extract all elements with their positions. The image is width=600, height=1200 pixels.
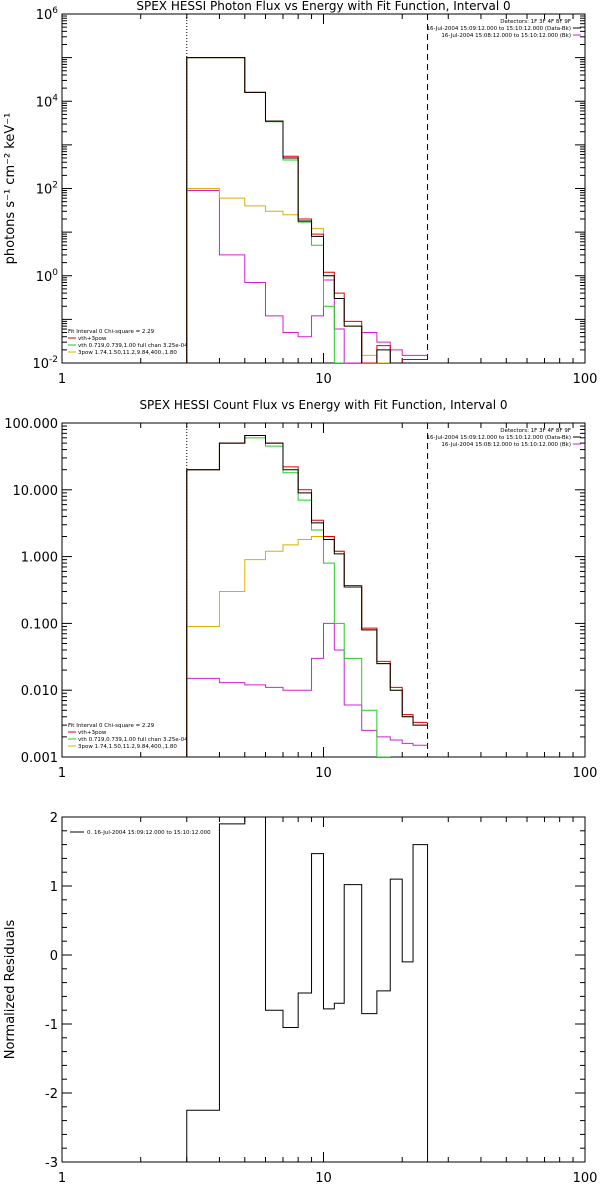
- legend-topright-line: Detectors: 1F 3F 4F 8F 9F: [500, 428, 571, 434]
- legend-bottomleft-line: vth+3pow: [78, 336, 107, 342]
- y-tick-label: -2: [45, 1087, 58, 1102]
- y-tick-label-base: 0: [50, 949, 58, 964]
- y-tick-label-base: 1.000: [21, 551, 58, 566]
- y-tick-label-exp: 0: [52, 268, 58, 278]
- legend-bottomleft-line: Fit Interval 0 Chi-square = 2.29: [68, 329, 155, 335]
- y-tick-label: 0.001: [21, 751, 58, 766]
- y-tick-label-base: -1: [45, 1018, 58, 1033]
- chart-panel-0: SPEX HESSI Photon Flux vs Energy with Fi…: [3, 0, 598, 387]
- y-tick-label: 1.000: [21, 551, 58, 566]
- y-tick-label: 104: [36, 93, 59, 110]
- y-tick-label: 106: [36, 6, 59, 23]
- series-red: [186, 434, 428, 757]
- y-tick-label: 100.000: [4, 417, 58, 432]
- y-tick-label: 10.000: [13, 484, 59, 499]
- y-tick-label: -3: [45, 1156, 58, 1171]
- y-tick-label-base: 0.010: [21, 684, 58, 699]
- x-tick-label: 10: [315, 766, 332, 781]
- legend-topleft-line: 0. 16-Jul-2004 15:09:12.000 to 15:10:12.…: [87, 830, 211, 836]
- y-tick-label: 0.100: [21, 617, 58, 632]
- series-magenta: [186, 622, 428, 757]
- y-tick-label-base: 10: [32, 357, 49, 372]
- chart-panel-2: 1 10 100 -3 -2 -1 0 1 2 Normalized Residuals 0. 16…: [3, 811, 597, 1186]
- y-tick-label: 10-2: [32, 355, 58, 372]
- x-tick-label: 1: [58, 372, 66, 387]
- y-tick-label-base: 10: [36, 8, 53, 23]
- y-tick-label-base: 10.000: [13, 484, 59, 499]
- y-tick-label-base: 2: [50, 811, 58, 826]
- legend-bottomleft-line: 3pow 1.74,1.50,11.2,9.84,400.,1.80: [78, 350, 177, 356]
- y-tick-label-exp: 6: [52, 6, 58, 16]
- y-tick-label: 102: [36, 181, 58, 198]
- y-tick-label: 0: [50, 949, 58, 964]
- legend-topright-line: 16-Jul-2004 15:08:12.000 to 15:10:12.000…: [441, 33, 571, 39]
- x-tick-label: 10: [315, 1171, 332, 1186]
- y-tick-label-exp: -2: [49, 355, 58, 365]
- x-tick-label: 1: [58, 1171, 66, 1186]
- series-yellow: [186, 188, 391, 363]
- legend-topright-line: 16-Jul-2004 15:09:12.000 to 15:10:12.000…: [427, 26, 572, 32]
- x-tick-label: 1: [58, 766, 66, 781]
- x-tick-label: 100: [573, 372, 598, 387]
- legend-bottomleft-line: 3pow 1.74,1.50,11.2,9.84,400.,1.80: [78, 744, 177, 750]
- y-tick-label-base: 10: [36, 95, 53, 110]
- series-red: [186, 57, 428, 363]
- y-tick-label-base: 10: [36, 183, 53, 198]
- legend-bottomleft-line: vth+3pow: [78, 730, 107, 736]
- series-magenta: [186, 189, 428, 363]
- legend-topright-line: Detectors: 1F 3F 4F 8F 9F: [500, 19, 571, 25]
- y-axis-label: Normalized Residuals: [3, 920, 18, 1060]
- legend-bottomleft-line: vth 0.719,0.739,1.00 full chan 3.25e-04: [78, 343, 188, 349]
- legend-bottomleft-line: vth 0.719,0.739,1.00 full chan 3.25e-04: [78, 737, 188, 743]
- y-tick-label-base: -3: [45, 1156, 58, 1171]
- chart-title: SPEX HESSI Photon Flux vs Energy with Fi…: [136, 0, 510, 13]
- series-green: [186, 57, 345, 363]
- y-tick-label: 2: [50, 811, 58, 826]
- y-tick-label: 100: [36, 268, 59, 285]
- plot-frame: [61, 422, 586, 758]
- y-tick-label-base: 10: [36, 270, 53, 285]
- x-tick-label: 10: [315, 372, 332, 387]
- series-yellow: [186, 535, 428, 757]
- y-axis-label: photons s⁻¹ cm⁻² keV⁻¹: [3, 113, 18, 265]
- chart-panel-1: SPEX HESSI Count Flux vs Energy with Fit…: [4, 398, 598, 781]
- y-tick-label-base: 1: [50, 880, 58, 895]
- legend-bottomleft-line: Fit Interval 0 Chi-square = 2.29: [68, 723, 155, 729]
- y-tick-label-base: 0.100: [21, 617, 58, 632]
- y-tick-label: 1: [50, 880, 58, 895]
- y-tick-label-base: 0.001: [21, 751, 58, 766]
- x-tick-label: 100: [573, 766, 598, 781]
- series-black: [186, 817, 429, 1162]
- y-tick-label: 0.010: [21, 684, 58, 699]
- series-black: [186, 57, 428, 363]
- chart-title: SPEX HESSI Count Flux vs Energy with Fit…: [139, 398, 507, 412]
- series-black: [186, 434, 428, 757]
- series-group: [186, 57, 428, 363]
- y-tick-label-exp: 2: [52, 181, 58, 191]
- y-tick-label-base: -2: [45, 1087, 58, 1102]
- series-group: [186, 434, 428, 757]
- legend-topright-line: 16-Jul-2004 15:09:12.000 to 15:10:12.000…: [427, 435, 572, 441]
- x-tick-label: 100: [573, 1171, 598, 1186]
- legend-topright-line: 16-Jul-2004 15:08:12.000 to 15:10:12.000…: [441, 442, 571, 448]
- y-tick-label-base: 100.000: [4, 417, 58, 432]
- y-tick-label-exp: 4: [52, 93, 58, 103]
- y-tick-label: -1: [45, 1018, 58, 1033]
- series-group: [186, 817, 429, 1162]
